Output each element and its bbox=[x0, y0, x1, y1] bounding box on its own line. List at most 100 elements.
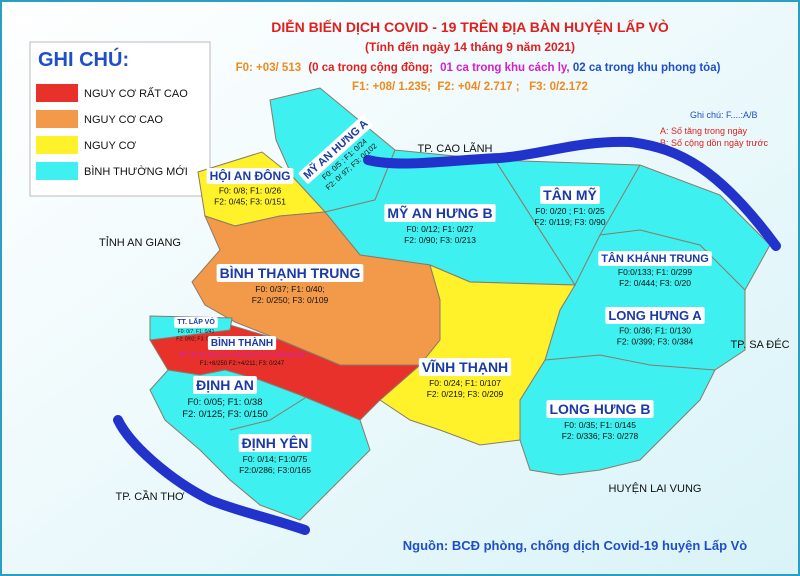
case-line: F0: 0/24; F1: 0/107 bbox=[429, 378, 501, 388]
case-line: F2: 0/250; F3: 0/109 bbox=[252, 295, 329, 305]
region-name: ĐỊNH AN bbox=[196, 377, 254, 393]
name-box bbox=[174, 317, 218, 328]
legend-label: NGUY CƠ RẤT CAO bbox=[84, 87, 188, 100]
name-box bbox=[207, 336, 277, 350]
subtitle: (Tính đến ngày 14 tháng 9 năm 2021) bbox=[365, 40, 575, 54]
river bbox=[363, 136, 781, 251]
name-box bbox=[193, 376, 257, 394]
name-box bbox=[384, 204, 496, 222]
case-line: F2: 0/119; F3: 0/90 bbox=[534, 217, 605, 227]
summary-line: F0: +03/ 513 (0 ca trong cộng đồng; 01 c… bbox=[236, 62, 721, 74]
legend-title: GHI CHÚ: bbox=[38, 47, 129, 71]
name-box bbox=[216, 264, 364, 282]
region bbox=[379, 264, 576, 446]
region-name: VĨNH THẠNH bbox=[422, 358, 508, 375]
legend: GHI CHÚ: NGUY CƠ RẤT CAO NGUY CƠ CAO NGU… bbox=[29, 41, 211, 197]
place-name: TP. CẦN THƠ bbox=[116, 490, 185, 503]
region-name: HỘI AN ĐÔNG bbox=[210, 168, 291, 183]
region-name: MỸ AN HƯNG B bbox=[387, 204, 492, 221]
note: Ghi chú: F....:A/B A: Số tăng trong ngày… bbox=[660, 110, 768, 148]
name-box bbox=[546, 400, 654, 418]
river bbox=[113, 415, 310, 535]
case-line: F0:+3/177 (01ca kv cách ly,02 ca kv phon… bbox=[179, 352, 305, 359]
case-line: F2: 0/219; F3: 0/209 bbox=[427, 389, 504, 399]
name-box bbox=[298, 115, 373, 184]
place-name: TP. SA ĐÉC bbox=[730, 338, 789, 351]
legend-swatch bbox=[36, 136, 78, 154]
name-box bbox=[605, 307, 705, 324]
note-a: A: Số tăng trong ngày bbox=[660, 126, 748, 136]
f0-total: F0: +03/ 513 bbox=[236, 62, 302, 74]
boundary bbox=[544, 354, 716, 371]
case-line: F0: 0/14; F1:0/75 bbox=[243, 454, 308, 464]
legend-swatch bbox=[36, 110, 78, 128]
region-name: LONG HƯNG A bbox=[608, 308, 702, 323]
case-line: F2: 0/336; F3: 0/278 bbox=[562, 431, 639, 441]
region-name: TÂN KHÁNH TRUNG bbox=[601, 252, 709, 265]
boundary bbox=[229, 397, 306, 431]
place-name: TP. CAO LÃNH bbox=[418, 142, 493, 155]
case-line: F0:0/133; F1: 0/299 bbox=[618, 267, 692, 277]
boundary bbox=[574, 229, 746, 291]
region-name: TT. LẤP VÒ bbox=[177, 316, 215, 326]
note-b: B: Số cộng dồn ngày trước bbox=[660, 138, 768, 148]
lockdown: 02 ca trong khu phong tỏa) bbox=[573, 62, 721, 74]
header: DIỄN BIẾN DỊCH COVID - 19 TRÊN ĐỊA BÀN H… bbox=[236, 18, 721, 93]
case-line: F0: 0/7; F1: 0/41 bbox=[178, 329, 215, 335]
name-box bbox=[206, 168, 294, 184]
case-line: F2: 0/399; F3: 0/384 bbox=[617, 337, 694, 347]
region-name: TÂN MỸ bbox=[543, 186, 597, 203]
legend-swatch bbox=[36, 162, 78, 180]
case-line: F2: 0/45; F3: 0/151 bbox=[214, 196, 286, 206]
region-name: LONG HƯNG B bbox=[549, 401, 650, 417]
case-line: F2: 0/125; F3: 0/150 bbox=[182, 409, 268, 420]
title: DIỄN BIẾN DỊCH COVID - 19 TRÊN ĐỊA BÀN H… bbox=[271, 18, 669, 35]
case-line: F2:0/286; F3:0/165 bbox=[239, 465, 311, 475]
legend-label: BÌNH THƯỜNG MỚI bbox=[84, 165, 188, 178]
case-line: F2: 0/444; F3: 0/20 bbox=[619, 278, 691, 288]
case-line: F0: 0/05; F1: 0/38 bbox=[188, 397, 263, 408]
places: TP. CAO LÃNH TỈNH AN GIANG TP. SA ĐÉC HUYỆN… bbox=[99, 142, 790, 503]
community: (0 ca trong cộng đồng; bbox=[308, 62, 433, 74]
source: Nguồn: BCĐ phòng, chống dịch Covid-19 hu… bbox=[403, 538, 748, 553]
name-box bbox=[598, 251, 712, 266]
case-line: F0: 0/20 ; F1: 0/25 bbox=[535, 206, 605, 216]
boundary bbox=[599, 164, 641, 236]
name-box bbox=[238, 434, 312, 452]
legend-swatch bbox=[36, 84, 78, 102]
region-name: BÌNH THÀNH bbox=[211, 336, 273, 349]
case-line: F1:+8/250 F2:+4/211; F3: 0/247 bbox=[200, 361, 285, 367]
name-box bbox=[418, 358, 512, 376]
case-line: F0: 0/37; F1: 0/40; bbox=[255, 284, 324, 294]
region-name: ĐỊNH YÊN bbox=[242, 434, 309, 451]
legend-label: NGUY CƠ CAO bbox=[84, 114, 163, 126]
summary-line-2: F1: +08/ 1.235; F2: +04/ 2.717 ; F3: 0/2… bbox=[352, 81, 588, 93]
case-line: F0: 0/8; F1: 0/26 bbox=[219, 185, 282, 195]
region-label: BÌNH THÀNH F0:+3/177 (01ca kv cách ly,02 … bbox=[179, 336, 305, 367]
case-line: F2: 0/90; F3: 0/213 bbox=[404, 235, 476, 245]
name-box bbox=[540, 186, 600, 204]
case-line: F0: 0/35; F1: 0/145 bbox=[564, 420, 636, 430]
region-name: BÌNH THẠNH TRUNG bbox=[220, 265, 361, 281]
place-name: TỈNH AN GIANG bbox=[99, 236, 181, 249]
legend-label: NGUY CƠ bbox=[84, 140, 137, 152]
case-line: F2: 0/92; F3: 0/54 bbox=[176, 336, 216, 342]
region-label: BÌNH THẠNH TRUNG F0: 0/37; F1: 0/40;F2: 0… bbox=[216, 264, 364, 305]
case-line: F0: 0/36; F1: 0/130 bbox=[619, 326, 691, 336]
note-title: Ghi chú: F....:A/B bbox=[690, 110, 758, 120]
isolation: 01 ca trong khu cách ly, bbox=[440, 62, 570, 74]
place-name: HUYỆN LAI VUNG bbox=[609, 482, 702, 495]
case-line: F0: 0/12; F1: 0/27 bbox=[406, 224, 473, 234]
